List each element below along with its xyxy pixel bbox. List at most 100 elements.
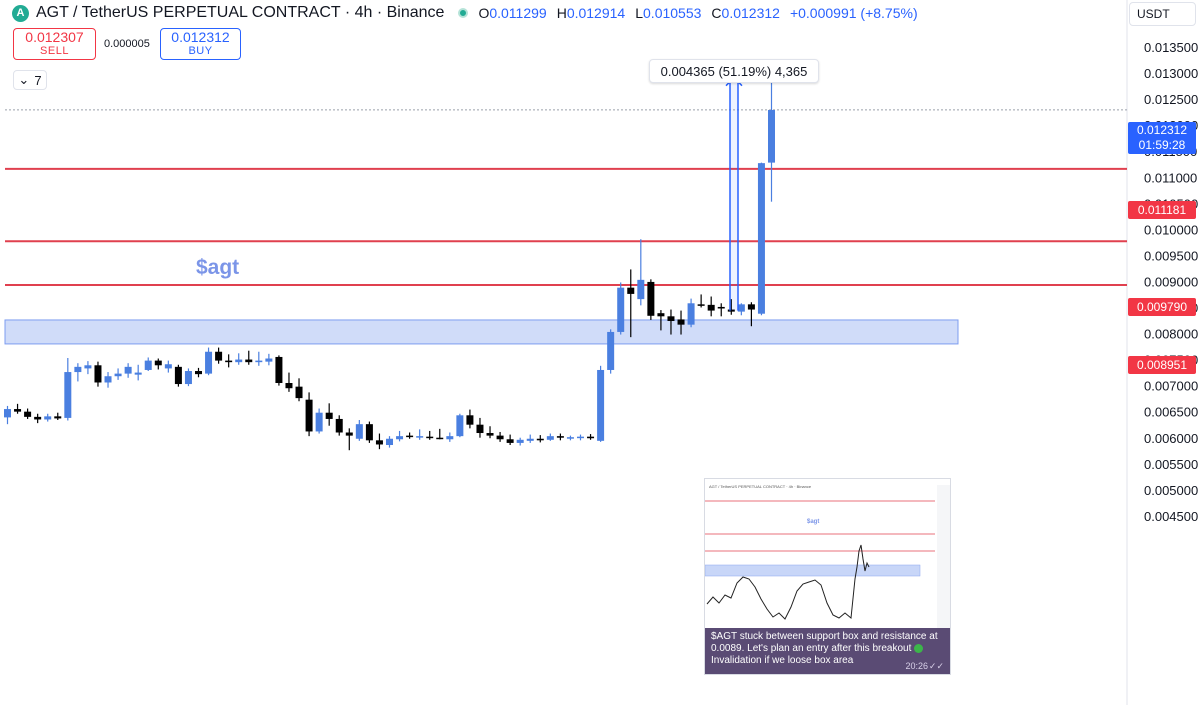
chat-message-time: 20:26 (905, 661, 928, 671)
candle-body (315, 412, 323, 432)
candle-body (486, 433, 494, 436)
candle-body (546, 436, 554, 440)
inset-mini-chart: AGT / TetherUS PERPETUAL CONTRACT · 4h ·… (705, 479, 950, 629)
candle-body (134, 372, 142, 375)
candle-body (375, 440, 383, 445)
candle-body (637, 279, 645, 300)
candle-body (406, 435, 414, 438)
candle-body (174, 366, 182, 385)
candle-body (446, 436, 454, 440)
candle-body (516, 439, 524, 443)
candle-body (697, 304, 705, 306)
candle-body (24, 411, 32, 417)
candle-body (144, 360, 152, 370)
candle-body (235, 359, 243, 363)
candle-body (124, 366, 132, 374)
candle-body (506, 439, 514, 443)
candle-body (355, 424, 363, 439)
candle-body (154, 360, 162, 366)
y-tick-label: 0.005000 (1144, 483, 1198, 498)
indicator-count: 7 (34, 72, 42, 88)
symbol-title[interactable]: AGT / TetherUS PERPETUAL CONTRACT · 4h ·… (36, 4, 445, 21)
candle-body (737, 304, 745, 312)
y-tick-label: 0.005500 (1144, 457, 1198, 472)
buy-price: 0.012312 (171, 29, 230, 45)
candle-body (747, 304, 755, 310)
sell-button[interactable]: 0.012307 SELL (13, 28, 96, 60)
candle-body (295, 386, 303, 399)
ohlc-open: O0.011299 (478, 5, 547, 21)
candle-body (607, 331, 615, 370)
candle-body (245, 359, 253, 363)
candle-body (225, 360, 233, 363)
candle-body (456, 415, 464, 437)
y-tick-label: 0.013500 (1144, 40, 1198, 55)
ohlc-low: L0.010553 (635, 5, 702, 21)
candle-body (285, 383, 293, 389)
candle-body (677, 319, 685, 325)
chat-message-line2: Invalidation if we loose box area (711, 655, 854, 666)
sell-label: SELL (40, 45, 69, 57)
inset-support-box (705, 564, 921, 577)
candle-body (205, 351, 213, 374)
y-tick-label: 0.012500 (1144, 92, 1198, 107)
indicators-toggle[interactable]: ⌄ 7 (13, 70, 47, 90)
candle-body (195, 371, 202, 375)
measure-tooltip: 0.004365 (51.19%) 4,365 (649, 59, 819, 83)
candle-body (34, 416, 42, 420)
chevron-down-icon: ⌄ (18, 72, 30, 87)
sell-price: 0.012307 (25, 29, 84, 45)
candle-body (647, 281, 655, 316)
y-tick-label: 0.004500 (1144, 509, 1198, 524)
candle-body (44, 416, 52, 420)
candle-body (687, 303, 695, 325)
candle-body (757, 163, 765, 314)
buy-button[interactable]: 0.012312 BUY (160, 28, 241, 60)
candle-body (657, 313, 665, 317)
candle-body (365, 424, 373, 441)
candle-body (597, 369, 605, 441)
y-tick-label: 0.006000 (1144, 431, 1198, 446)
ohlc-close: C0.012312 (711, 5, 780, 21)
candle-body (64, 372, 72, 418)
candle-countdown: 01:59:28 (1138, 138, 1186, 152)
chart-watermark-text: $agt (196, 256, 240, 279)
inset-price-line (706, 544, 870, 620)
current-price-label: 0.012312 01:59:28 (1128, 122, 1196, 154)
candle-body (345, 432, 353, 436)
candle-body (114, 373, 122, 377)
candle-body (54, 416, 62, 419)
green-circle-icon (914, 643, 924, 653)
inset-mini-title: AGT / TetherUS PERPETUAL CONTRACT · 4h ·… (709, 484, 812, 489)
resistance-label-3: 0.008951 (1128, 356, 1196, 374)
candle-body (325, 412, 333, 419)
candle-body (275, 356, 283, 384)
candle-body (74, 366, 82, 373)
y-tick-label: 0.009000 (1144, 274, 1198, 289)
chat-screenshot-inset: AGT / TetherUS PERPETUAL CONTRACT · 4h ·… (704, 478, 951, 675)
candle-body (94, 365, 102, 383)
candle-body (215, 351, 223, 361)
y-tick-label: 0.007000 (1144, 379, 1198, 394)
inset-axis (937, 485, 950, 629)
candle-body (255, 360, 263, 363)
y-tick-label: 0.008000 (1144, 327, 1198, 342)
y-tick-label: 0.013000 (1144, 66, 1198, 81)
candle-body (667, 316, 675, 322)
measure-fill (730, 79, 738, 311)
candle-body (707, 304, 715, 311)
price-change: +0.000991 (+8.75%) (789, 5, 918, 21)
candle-body (556, 436, 564, 438)
currency-selector[interactable]: USDT (1129, 2, 1196, 26)
candle-body (164, 364, 172, 369)
chat-message-text: $AGT stuck between support box and resis… (711, 631, 938, 654)
market-status-icon (458, 8, 469, 18)
y-tick-label: 0.011000 (1144, 170, 1197, 185)
candle-body (14, 409, 22, 412)
candle-body (84, 365, 92, 369)
candle-body (104, 376, 112, 383)
double-check-icon: ✓✓ (928, 661, 944, 671)
candle-body (536, 438, 544, 441)
